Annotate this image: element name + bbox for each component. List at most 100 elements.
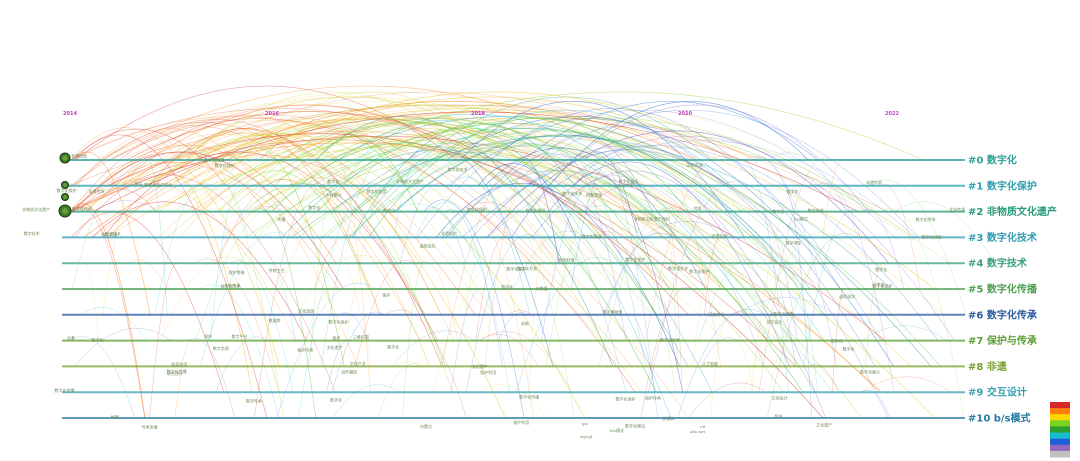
keyword-label: 活态传承: [708, 311, 724, 317]
citation-arc: [85, 104, 506, 212]
citation-arc: [175, 147, 284, 419]
keyword-label: 数字化开发: [668, 265, 688, 271]
co-occurrence-link: [737, 207, 812, 341]
co-occurrence-link: [605, 232, 672, 315]
co-occurrence-link: [215, 205, 283, 264]
color-scale-swatch: [1050, 432, 1070, 440]
citation-arc: [72, 125, 421, 341]
citation-arc: [70, 139, 797, 367]
cluster-label: #2 非物质文化遗产: [968, 205, 1057, 218]
keyword-label: 非遗保护: [441, 230, 457, 236]
keyword-label: 数字化管理: [582, 233, 602, 239]
co-occurrence-link: [736, 297, 836, 316]
co-occurrence-link: [298, 182, 381, 419]
keyword-label: 非遗传承: [866, 179, 882, 185]
keyword-label: 数字化: [772, 208, 784, 214]
keyword-label: 档案: [111, 414, 119, 420]
co-occurrence-link: [583, 205, 618, 212]
co-occurrence-link: [479, 384, 547, 419]
keyword-label: 文化产业: [350, 360, 366, 366]
citation-arc: [74, 122, 426, 315]
co-occurrence-link: [385, 309, 467, 419]
citation-arc: [91, 117, 754, 238]
co-occurrence-link: [747, 235, 797, 367]
keyword-label: 数字化: [387, 343, 399, 349]
co-occurrence-link: [555, 156, 646, 367]
keyword-label: 数字化: [327, 178, 339, 184]
citation-arc: [72, 151, 151, 315]
keyword-label: 非物质文化遗产: [22, 206, 50, 212]
citation-arc: [171, 101, 679, 238]
keyword-label: 数字化保护: [689, 268, 709, 274]
citation-arc: [173, 116, 912, 367]
keyword-label: 数字平台: [232, 333, 248, 339]
keyword-label: 数字化保护: [467, 206, 487, 212]
co-occurrence-link: [199, 232, 292, 367]
citation-arc: [72, 162, 339, 290]
citation-arc: [259, 126, 406, 186]
cluster-label: #9 交互设计: [968, 386, 1027, 399]
keyword-label: 数字化保护平台: [144, 181, 172, 187]
citation-arc: [263, 142, 833, 393]
citation-arc: [69, 114, 546, 264]
year-tick-label: 2016: [265, 111, 279, 117]
co-occurrence-link: [528, 237, 547, 393]
keyword-label: 文化传承: [617, 182, 633, 188]
keyword-label: 数字化: [501, 284, 513, 290]
keyword-label: 数字化保护: [506, 265, 526, 271]
citation-arc: [83, 101, 696, 238]
co-occurrence-link: [465, 209, 534, 419]
citation-arc: [101, 85, 632, 161]
co-occurrence-link: [393, 203, 479, 264]
co-occurrence-link: [194, 258, 280, 393]
co-occurrence-link: [540, 183, 600, 341]
co-occurrence-link: [641, 221, 734, 238]
keyword-label: 文化传承: [224, 282, 240, 288]
co-occurrence-link: [174, 340, 193, 419]
citation-arc: [201, 101, 810, 238]
keyword-label: 数字化技术: [448, 166, 468, 172]
co-occurrence-link: [648, 181, 747, 393]
keyword-label: 数字化技术: [221, 283, 241, 289]
citation-arc: [110, 118, 636, 393]
keyword-label: 数字化展示: [619, 178, 639, 184]
citation-arc: [227, 135, 351, 238]
citation-arc: [305, 133, 584, 264]
keyword-label: 保护传承: [297, 346, 313, 352]
keyword-label: 数字化: [330, 396, 342, 402]
year-tick-label: 2020: [678, 111, 692, 117]
citation-arc: [225, 122, 749, 315]
co-occurrence-link: [392, 330, 475, 367]
citation-arc: [158, 96, 735, 212]
citation-arc: [478, 163, 577, 238]
citation-arc: [145, 118, 723, 290]
co-occurrence-link: [603, 232, 673, 315]
keyword-label: 非遗档案: [71, 152, 87, 158]
keyword-label: 数字化建设: [526, 207, 546, 213]
citation-arc: [69, 104, 889, 212]
keyword-label: 数字技术: [105, 230, 121, 236]
co-occurrence-link: [314, 234, 356, 290]
citation-arc: [142, 104, 743, 212]
citation-arc: [91, 201, 307, 341]
keyword-label: 数字化传播: [773, 311, 793, 317]
keyword-label: 数字化技术: [562, 190, 582, 196]
citation-arc: [108, 154, 476, 315]
citation-arc: [167, 124, 665, 238]
keyword-label: 档案管理: [586, 191, 602, 197]
keyword-label: 数字化传播: [204, 156, 224, 162]
keyword-label: c#: [700, 424, 706, 429]
color-scale-swatch: [1050, 438, 1070, 446]
keyword-label: 文化遗产: [472, 363, 488, 369]
keyword-label: 元宇宙: [872, 281, 884, 287]
keyword-label: 数字化保护: [616, 395, 636, 401]
keyword-label: 数字化: [787, 188, 799, 194]
keyword-label: 虚拟现实: [839, 293, 855, 299]
citation-arc: [423, 199, 525, 419]
co-occurrence-link: [187, 338, 235, 419]
keyword-label: 三维扫描: [353, 334, 369, 340]
citation-arc: [96, 91, 726, 187]
citation-arc: [291, 135, 892, 290]
citation-arc: [110, 152, 285, 238]
citation-arc: [158, 136, 615, 290]
